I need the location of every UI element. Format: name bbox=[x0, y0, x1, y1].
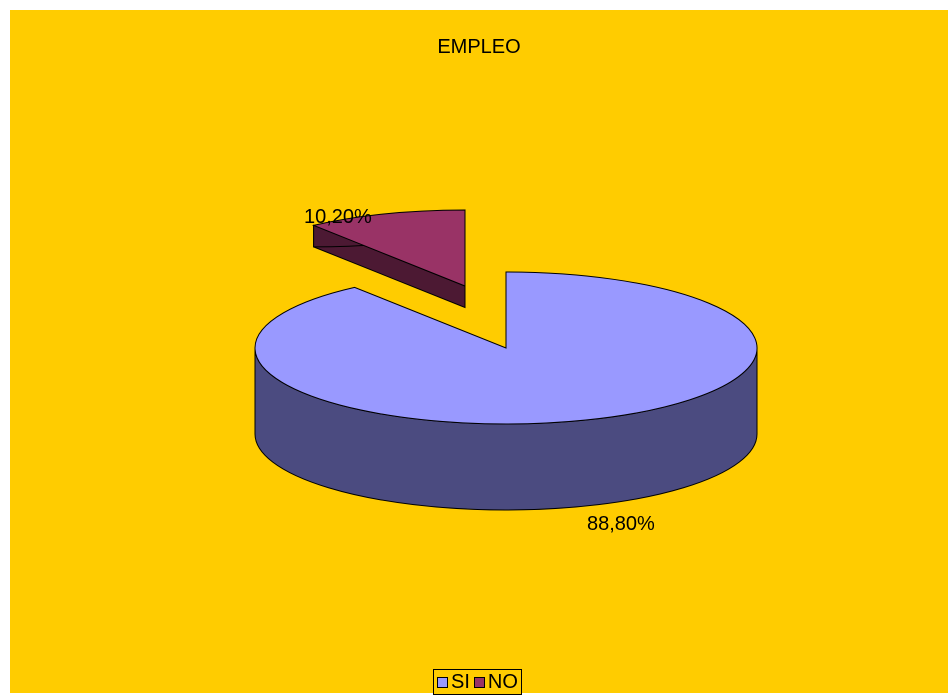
chart-title: EMPLEO bbox=[437, 36, 521, 58]
data-label-si: 88,80% bbox=[587, 513, 655, 535]
legend-item-no: NO bbox=[473, 670, 518, 694]
legend-swatch-si bbox=[437, 676, 448, 688]
chart-area: EMPLEO 88,80% 10,20% SI NO bbox=[10, 10, 948, 695]
legend-swatch-no bbox=[473, 676, 485, 688]
legend-label-no: NO bbox=[487, 670, 518, 693]
pie-chart bbox=[254, 209, 758, 511]
legend-item-si: SI bbox=[437, 671, 470, 694]
data-label-no: 10,20% bbox=[304, 206, 372, 228]
legend: SI NO bbox=[433, 669, 522, 695]
slice-si-top bbox=[254, 271, 758, 425]
legend-label-si: SI bbox=[451, 670, 470, 693]
slice-no-top bbox=[311, 209, 466, 287]
